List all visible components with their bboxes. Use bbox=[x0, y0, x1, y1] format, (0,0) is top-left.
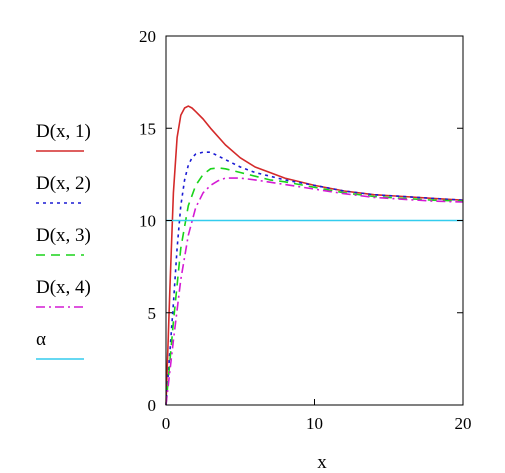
legend-label-1: D(x, 1) bbox=[36, 121, 91, 142]
y-tick-label: 20 bbox=[139, 27, 156, 46]
x-axis-label: x bbox=[317, 452, 327, 473]
legend-label-3: D(x, 3) bbox=[36, 225, 91, 246]
series-line-2 bbox=[165, 151, 464, 406]
series-line-3 bbox=[165, 167, 464, 406]
x-tick-label: 20 bbox=[455, 414, 472, 433]
tick-labels: 0 10 20 0 5 10 15 20 bbox=[139, 27, 472, 433]
legend: D(x, 1) D(x, 2) D(x, 3) D(x, 4) α bbox=[36, 121, 91, 360]
plot-series bbox=[165, 105, 464, 406]
y-tick-label: 5 bbox=[148, 304, 157, 323]
legend-label-2: D(x, 2) bbox=[36, 173, 91, 194]
y-tick-label: 10 bbox=[139, 212, 156, 231]
axis-ticks bbox=[165, 35, 464, 406]
x-tick-label: 10 bbox=[306, 414, 323, 433]
legend-label-5: α bbox=[36, 329, 46, 350]
x-tick-label: 0 bbox=[162, 414, 171, 433]
y-tick-label: 15 bbox=[139, 119, 156, 138]
series-line-1 bbox=[165, 105, 464, 406]
y-tick-label: 0 bbox=[148, 396, 157, 415]
series-line-4 bbox=[165, 177, 464, 406]
legend-label-4: D(x, 4) bbox=[36, 277, 91, 298]
